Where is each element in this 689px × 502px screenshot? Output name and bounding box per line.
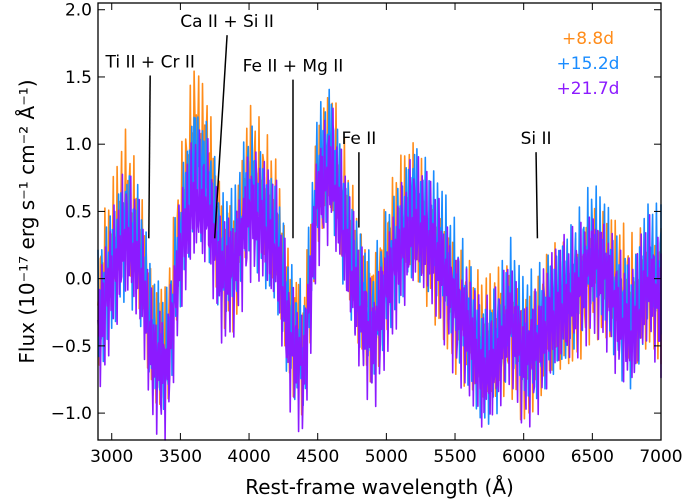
annotation-label: Si II [521,129,552,149]
y-tick-label: −0.5 [51,337,92,357]
x-tick-label: 6000 [502,447,545,467]
x-tick-label: 7000 [639,447,682,467]
y-tick-label: 1.5 [65,68,92,88]
plot-frame [97,2,662,441]
x-tick-label: 4000 [227,447,270,467]
annotation-line [213,35,228,239]
annotation-label: Fe II + Mg II [243,57,344,77]
legend-entry: +15.2d [557,54,620,74]
x-tick-label: 4500 [296,447,339,467]
y-tick-label: 1.0 [65,135,92,155]
legend-entry: +21.7d [557,79,620,99]
x-tick-label: 5500 [433,447,476,467]
x-tick-label: 3000 [90,447,133,467]
annotation-line [535,152,539,239]
annotation-layer: Ti II + Cr II Ca II + Si II Fe II + Mg II F… [105,12,552,239]
y-tick-label: 2.0 [65,1,92,21]
y-tick-label: 0.0 [65,270,92,290]
annotation-label: Fe II [342,129,377,149]
annotation-line [148,75,151,239]
x-tick-label: 6500 [571,447,614,467]
x-tick-label: 5000 [365,447,408,467]
x-axis-label: Rest-frame wavelength (Å) [245,475,514,499]
annotation-label: Ca II + Si II [180,12,274,32]
ticks-layer: 3000 3500 4000 4500 5000 5500 6000 6500 7000 −1.0… [51,1,683,467]
series-layer [97,70,662,441]
y-tick-label: 0.5 [65,202,92,222]
series-line-3 [97,107,662,441]
y-tick-label: −1.0 [51,404,92,424]
legend: +8.8d +15.2d +21.7d [557,29,620,99]
x-tick-label: 3500 [159,447,202,467]
legend-entry: +8.8d [562,29,614,49]
y-axis-label: Flux (10⁻¹⁷ erg s⁻¹ cm⁻² Å⁻¹) [15,79,39,363]
annotation-label: Ti II + Cr II [105,53,195,73]
